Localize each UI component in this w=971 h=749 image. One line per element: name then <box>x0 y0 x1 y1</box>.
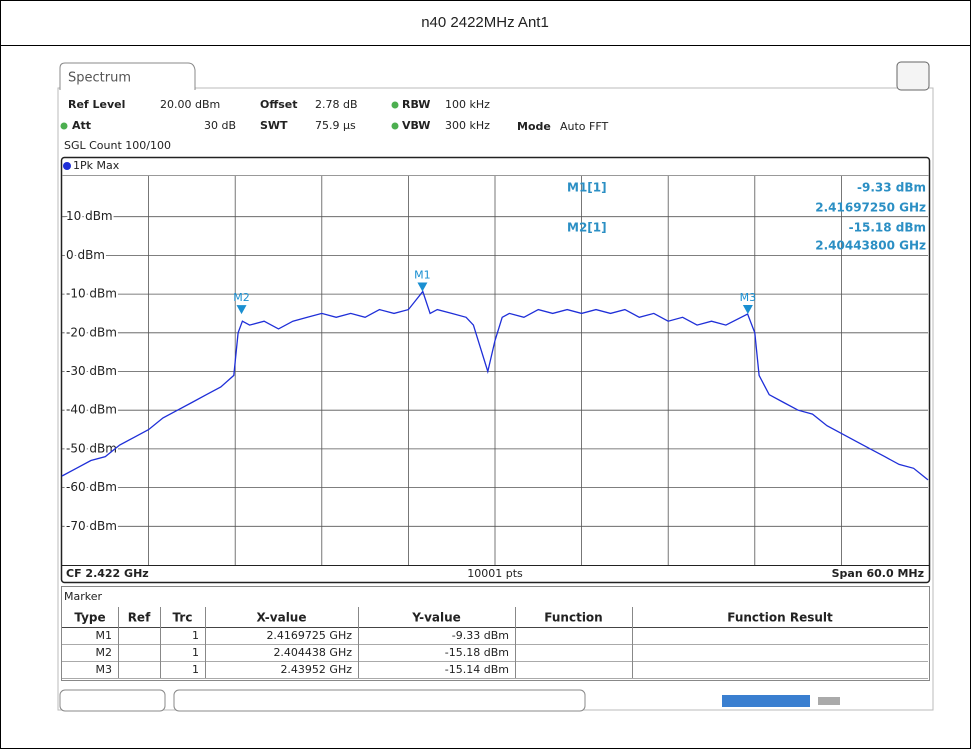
status-box <box>59 689 166 712</box>
marker <box>236 305 247 315</box>
readout: 2.41697250 GHz <box>815 201 926 215</box>
marker-label: M3 <box>740 291 757 304</box>
setting: Mode <box>517 120 551 133</box>
setting: Auto FFT <box>560 120 608 133</box>
cell: 1 <box>192 646 199 659</box>
setting: 2.78 dB <box>315 98 358 111</box>
status-box <box>173 689 586 712</box>
setting: Offset <box>260 98 298 111</box>
setting: SGL Count 100/100 <box>64 139 171 152</box>
title: n40 2422MHz Ant1 <box>421 14 549 31</box>
plot-frame <box>60 156 931 584</box>
cell: 2.43952 GHz <box>280 663 352 676</box>
y-tick-label: -70 dBm <box>66 519 117 533</box>
y-tick-label: -40 dBm <box>66 403 117 417</box>
setting: 20.00 dBm <box>160 98 220 111</box>
readout: -15.18 dBm <box>849 221 926 235</box>
y-tick-label: -10 dBm <box>66 287 117 301</box>
cell: 1 <box>192 629 199 642</box>
indicator <box>391 101 399 109</box>
setting: VBW <box>402 119 430 132</box>
cell: M1 <box>96 629 113 642</box>
y-tick-label: 10 dBm <box>66 209 113 223</box>
y-tick-label: -30 dBm <box>66 364 117 378</box>
tab <box>59 62 196 90</box>
marker <box>417 282 428 292</box>
setting: SWT <box>260 119 288 132</box>
progress-text <box>818 697 840 705</box>
column-header: Trc <box>173 611 193 625</box>
tab-label: Spectrum <box>68 71 131 86</box>
y-tick-label: -50 dBm <box>66 441 117 455</box>
cell: M2 <box>96 646 113 659</box>
cell: -15.14 dBm <box>445 663 509 676</box>
footer: CF 2.422 GHz <box>66 567 149 580</box>
table-title: Marker <box>64 590 102 603</box>
column-header: Y-value <box>411 611 461 625</box>
readout: M2[1] <box>567 221 607 235</box>
progress <box>722 695 810 707</box>
setting: 300 kHz <box>445 119 490 132</box>
trace <box>61 290 929 481</box>
column-header: X-value <box>257 611 307 625</box>
marker <box>742 304 753 314</box>
cell: -9.33 dBm <box>452 629 509 642</box>
readout: -9.33 dBm <box>857 181 926 195</box>
indicator <box>60 122 68 130</box>
footer: 10001 pts <box>467 567 523 580</box>
marker-table <box>61 586 930 681</box>
setting: RBW <box>402 98 430 111</box>
trace-dot <box>63 162 71 170</box>
cell: 1 <box>192 663 199 676</box>
menu-icon[interactable] <box>896 61 930 91</box>
table: Type Ref Trc X-value Y-value Function Function… <box>62 607 928 679</box>
plot: 10 dBm 0 dBm -10 dBm -20 dBm -30 dBm -40 dBm -… <box>61 176 929 565</box>
cell: 2.4169725 GHz <box>266 629 352 642</box>
cell: 2.404438 GHz <box>273 646 352 659</box>
readout: 2.40443800 GHz <box>815 239 926 253</box>
footer: Span 60.0 MHz <box>832 567 924 580</box>
column-header: Type <box>74 611 105 625</box>
setting: Att <box>72 119 91 132</box>
cell: M3 <box>96 663 113 676</box>
setting: 75.9 µs <box>315 119 356 132</box>
y-tick-label: 0 dBm <box>66 248 105 262</box>
indicator <box>391 122 399 130</box>
y-tick-label: -60 dBm <box>66 480 117 494</box>
readout: M1[1] <box>567 181 607 195</box>
column-header: Ref <box>128 611 151 625</box>
column-header: Function Result <box>727 611 833 625</box>
marker-label: M2 <box>233 291 250 304</box>
marker-label: M1 <box>414 269 431 282</box>
cell: -15.18 dBm <box>445 646 509 659</box>
column-header: Function <box>544 611 602 625</box>
setting: 100 kHz <box>445 98 490 111</box>
setting: Ref Level <box>68 98 125 111</box>
setting: 30 dB <box>204 119 236 132</box>
y-tick-label: -20 dBm <box>66 325 117 339</box>
trace-label: 1Pk Max <box>73 159 120 172</box>
